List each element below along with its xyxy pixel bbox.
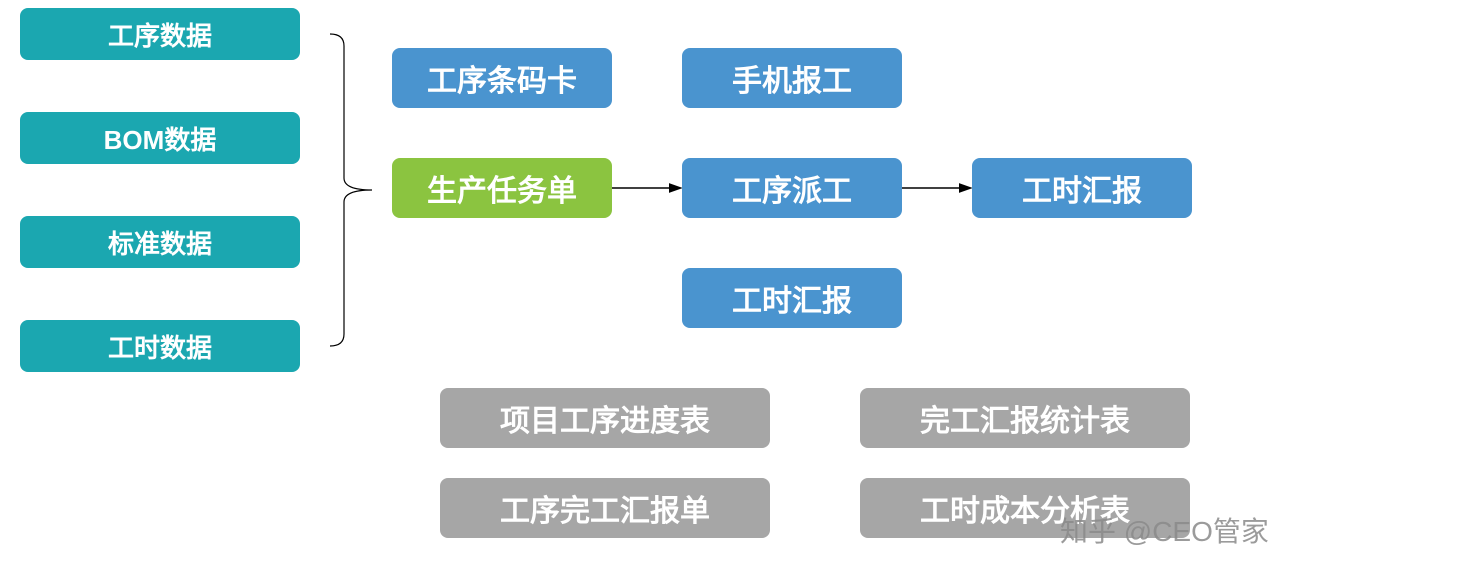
flow-report-r: 工时汇报 [972, 158, 1192, 218]
flow-dispatch: 工序派工 [682, 158, 902, 218]
watermark-text: 知乎 @CEO管家 [1060, 510, 1269, 550]
left-proc-data: 工序数据 [20, 8, 300, 60]
rep-proj-progress: 项目工序进度表 [440, 388, 770, 448]
left-bom-data: BOM数据 [20, 112, 300, 164]
rep-complete-stat: 完工汇报统计表 [860, 388, 1190, 448]
left-time-data: 工时数据 [20, 320, 300, 372]
flow-barcode: 工序条码卡 [392, 48, 612, 108]
left-brace [330, 34, 372, 346]
flow-mobile: 手机报工 [682, 48, 902, 108]
flow-report-b: 工时汇报 [682, 268, 902, 328]
flow-task: 生产任务单 [392, 158, 612, 218]
rep-proc-complete: 工序完工汇报单 [440, 478, 770, 538]
left-std-data: 标准数据 [20, 216, 300, 268]
